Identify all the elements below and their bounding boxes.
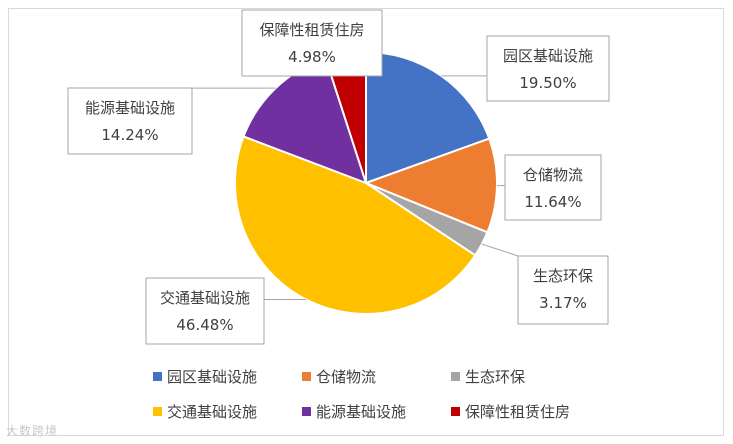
- data-label-category-3: 生态环保: [533, 267, 593, 285]
- pie-slice-2: [363, 137, 498, 234]
- legend-swatch-5: [302, 407, 311, 416]
- data-label-value-3: 3.17%: [539, 294, 587, 312]
- leader-line-3: [481, 243, 519, 257]
- legend-swatch-6: [451, 407, 460, 416]
- data-label-value-5: 14.24%: [101, 126, 158, 144]
- data-label-box-5: [67, 87, 193, 155]
- data-label-box-2: [504, 154, 602, 221]
- watermark: 大数跨境: [6, 424, 59, 438]
- pie-slices: [234, 50, 498, 315]
- data-label-category-5: 能源基础设施: [85, 99, 175, 117]
- data-label-value-1: 19.50%: [519, 74, 576, 92]
- data-label-value-2: 11.64%: [524, 193, 581, 211]
- data-label-category-6: 保障性租赁住房: [259, 21, 364, 39]
- data-label-category-1: 园区基础设施: [503, 47, 593, 65]
- legend-swatch-4: [153, 407, 162, 416]
- data-label-box-4: [145, 277, 265, 345]
- legend-label-1: 园区基础设施: [167, 368, 257, 386]
- data-labels: 园区基础设施 19.50% 仓储物流 11.64% 生态环保 3.17% 交通基础设施 46.…: [67, 9, 610, 345]
- legend-swatch-3: [451, 372, 460, 381]
- legend-label-4: 交通基础设施: [167, 403, 257, 421]
- legend-label-3: 生态环保: [465, 368, 525, 386]
- legend-label-2: 仓储物流: [316, 368, 376, 386]
- data-label-box-6: [241, 9, 383, 77]
- data-label-box-1: [486, 35, 610, 102]
- legend-label-6: 保障性租赁住房: [465, 403, 570, 421]
- legend-label-5: 能源基础设施: [316, 403, 406, 421]
- pie-slice-4: [234, 135, 477, 315]
- data-label-category-4: 交通基础设施: [160, 289, 250, 307]
- data-label-category-2: 仓储物流: [523, 166, 583, 184]
- data-label-value-6: 4.98%: [288, 48, 336, 66]
- data-label-box-3: [517, 255, 609, 325]
- legend-swatch-1: [153, 372, 162, 381]
- legend-swatch-2: [302, 372, 311, 381]
- leader-lines: [192, 75, 519, 301]
- data-label-value-4: 46.48%: [176, 316, 233, 334]
